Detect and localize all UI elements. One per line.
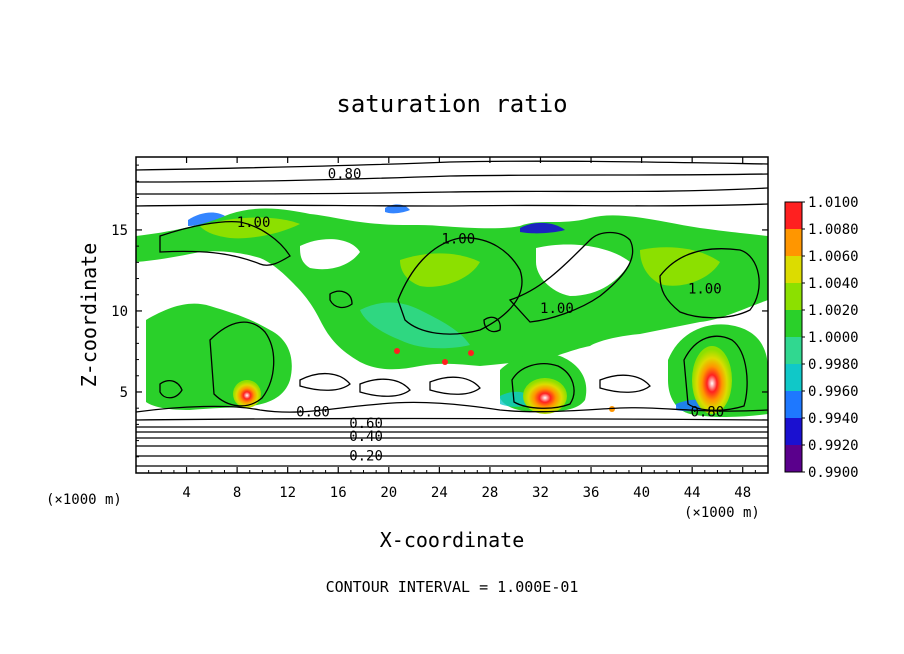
colorbar-swatch: [785, 364, 802, 391]
x-tick-label: 36: [583, 485, 600, 501]
contour-lines: [136, 160, 768, 467]
contour-cell-left: [209, 321, 275, 407]
y-axis: 5 10 15: [111, 164, 768, 458]
y-tick-label: 10: [111, 304, 128, 320]
z-unit-label: (×1000 m): [46, 492, 122, 508]
contour-label: 1.00: [237, 215, 271, 231]
contour-label: 0.40: [349, 429, 383, 445]
hot-dot-2: [442, 359, 448, 365]
x-tick-label: 44: [684, 485, 701, 501]
chart-title: saturation ratio: [336, 90, 567, 118]
hot-spot-center: [523, 378, 567, 414]
contour-upper-3: [136, 187, 768, 195]
x-tick-label: 48: [734, 485, 751, 501]
contour-label: 0.80: [296, 405, 330, 421]
hot-dot-3: [468, 350, 474, 356]
contour-interval-text: CONTOUR INTERVAL = 1.000E-01: [326, 578, 579, 596]
y-tick-label: 15: [111, 223, 128, 239]
colorbar-swatch: [785, 418, 802, 445]
colorbar-label: 0.9920: [808, 438, 859, 454]
colorbar-swatch: [785, 337, 802, 364]
x-tick-label: 20: [380, 485, 397, 501]
colorbar-label: 1.0020: [808, 303, 859, 319]
contour-label: 1.00: [441, 231, 475, 247]
contour-one-right: [508, 231, 634, 323]
contour-small-2: [329, 290, 353, 309]
fringe-blue-2: [385, 204, 410, 214]
x-tick-label: 4: [182, 485, 190, 501]
hole-2: [536, 244, 630, 296]
fringe-blue-3: [520, 222, 565, 234]
contour-labels: 0.80 1.00 1.00 1.00 1.00 0.80 0.80 0.600.40 0.20: [237, 166, 724, 464]
colorbar-swatch: [785, 445, 802, 472]
colorbar-label: 0.9900: [808, 465, 859, 481]
x-axis-title: X-coordinate: [380, 528, 525, 552]
fringe-cyan-1: [360, 302, 470, 349]
colorbar-swatch: [785, 256, 802, 283]
colorbar-label: 0.9960: [808, 384, 859, 400]
x-unit-label: (×1000 m): [684, 505, 760, 521]
hot-dot-1: [394, 348, 400, 354]
x-tick-label: 32: [532, 485, 549, 501]
fringe-blue-1: [188, 212, 225, 226]
hot-spot-left: [233, 380, 261, 408]
x-axis: 4 8 12 16 20 24 28 32 36 40 44 48: [148, 157, 756, 501]
patch-yellow-1: [200, 217, 300, 239]
hole-1: [160, 261, 267, 301]
x-tick-label: 12: [279, 485, 296, 501]
contour-wiggle-4: [599, 374, 651, 393]
plot-area: [136, 157, 768, 473]
contour-label: 0.80: [328, 166, 362, 182]
x-tick-label: 24: [431, 485, 448, 501]
x-tick-label: 8: [233, 485, 241, 501]
colorbar-label: 1.0000: [808, 330, 859, 346]
contour-one-center: [397, 237, 523, 335]
colorbar-label: 0.9980: [808, 357, 859, 373]
y-axis-title: Z-coordinate: [77, 243, 101, 388]
contour-wiggle-1: [299, 373, 351, 391]
colorbar-swatch: [785, 283, 802, 310]
colorbar-label: 1.0100: [808, 195, 859, 211]
colorbar-label: 1.0060: [808, 249, 859, 265]
contour-label: 0.20: [349, 448, 383, 464]
colorbar-swatch: [785, 310, 802, 337]
contour-upper-1: [136, 160, 768, 171]
colorbar: 0.9900 0.9920 0.9940 0.9960 0.9980 1.0000 1.00…: [784, 195, 859, 481]
cloud-region-upper: [136, 208, 768, 370]
contour-cell-center: [511, 363, 575, 409]
hot-spot-right: [692, 346, 732, 414]
contour-lower-2: [136, 417, 768, 421]
colorbar-swatch: [785, 391, 802, 418]
hole-3: [300, 239, 360, 270]
contour-one-left: [159, 220, 291, 266]
contour-small-1: [159, 379, 183, 399]
colorbar-label: 0.9940: [808, 411, 859, 427]
contour-wiggle-2: [359, 378, 411, 397]
contour-cell-right: [683, 335, 748, 411]
x-tick-label: 16: [330, 485, 347, 501]
colorbar-label: 1.0080: [808, 222, 859, 238]
contour-label: 0.80: [690, 405, 724, 421]
contour-one-far-right: [659, 248, 760, 319]
contour-060: [136, 425, 768, 428]
contour-label: 1.00: [540, 301, 574, 317]
x-tick-label: 28: [481, 485, 498, 501]
colorbar-swatch: [785, 229, 802, 256]
contour-label: 0.60: [349, 416, 383, 432]
contour-upper-2: [136, 173, 768, 183]
contour-upper-4: [136, 203, 768, 207]
contour-wiggle-3: [429, 376, 481, 395]
contour-080-lower: [136, 401, 768, 413]
contour-small-3: [483, 316, 501, 333]
x-tick-label: 40: [633, 485, 650, 501]
y-tick-label: 5: [120, 385, 128, 401]
contour-label: 1.00: [688, 282, 722, 298]
colorbar-label: 1.0040: [808, 276, 859, 292]
colorbar-swatch: [785, 202, 802, 229]
